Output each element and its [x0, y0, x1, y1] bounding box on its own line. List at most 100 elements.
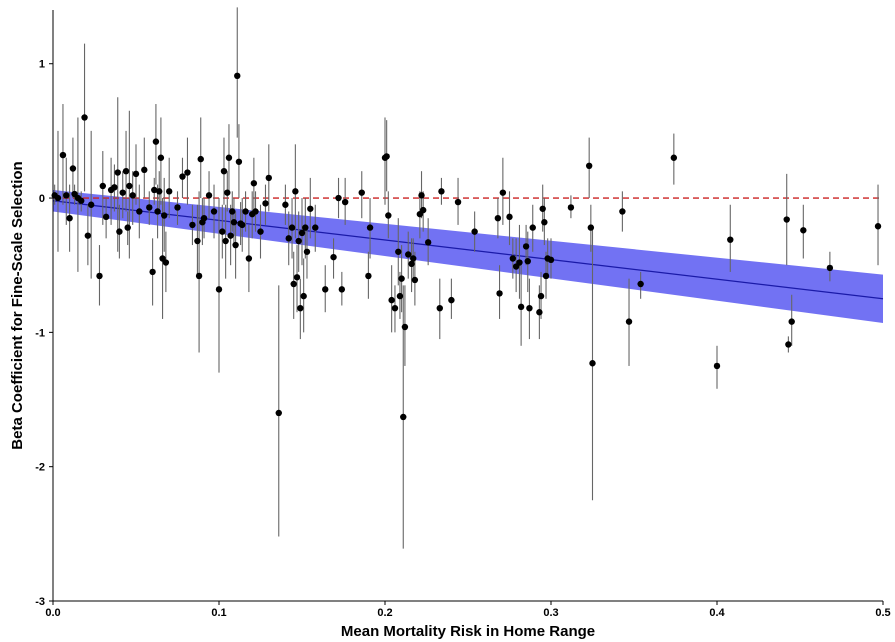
data-point — [358, 189, 365, 196]
data-point — [210, 208, 218, 215]
data-point — [194, 237, 201, 245]
data-point — [312, 224, 319, 231]
data-point — [292, 188, 299, 195]
data-point — [302, 224, 309, 231]
data-point — [541, 219, 548, 226]
data-point — [219, 228, 226, 235]
data-point — [234, 72, 241, 80]
data-point — [330, 253, 337, 261]
data-point — [293, 274, 301, 281]
data-point — [222, 237, 229, 245]
data-point — [114, 169, 121, 176]
data-point — [179, 173, 186, 180]
data-point — [69, 165, 77, 172]
data-point — [63, 192, 70, 199]
data-point — [383, 153, 390, 160]
data-point — [307, 205, 314, 212]
x-tick-label: 0.4 — [709, 607, 725, 619]
data-point — [522, 243, 530, 250]
regression-line-layer — [52, 200, 884, 300]
data-point — [252, 208, 259, 215]
data-point — [84, 232, 92, 239]
data-point — [411, 276, 419, 284]
data-point — [388, 296, 395, 304]
data-point — [496, 290, 503, 297]
data-point — [300, 292, 307, 300]
data-point — [265, 174, 272, 182]
data-point — [232, 241, 239, 249]
data-point — [229, 208, 236, 215]
data-point — [122, 167, 130, 175]
data-point — [200, 214, 208, 222]
data-point — [174, 204, 181, 211]
data-point — [132, 170, 140, 178]
data-point — [424, 239, 432, 246]
data-point — [398, 275, 405, 282]
data-point — [197, 155, 204, 163]
data-point — [162, 259, 170, 266]
data-point — [537, 292, 545, 300]
data-point — [99, 182, 107, 190]
data-point — [526, 304, 533, 312]
data-point — [509, 255, 517, 262]
data-point — [146, 204, 153, 211]
data-point — [54, 194, 62, 202]
data-point — [400, 413, 407, 421]
data-point — [141, 166, 148, 174]
x-tick-label: 0.0 — [45, 607, 60, 619]
data-point — [524, 257, 531, 265]
data-point — [713, 362, 721, 370]
data-point — [157, 154, 165, 161]
data-point — [396, 292, 404, 300]
data-point — [438, 188, 445, 195]
data-point — [547, 256, 555, 264]
y-axis-title: Beta Coefficient for Fine-Scale Selectio… — [9, 161, 26, 449]
data-point — [567, 204, 575, 211]
data-point — [410, 255, 417, 262]
data-point — [205, 192, 213, 199]
data-point — [250, 180, 258, 187]
data-point — [257, 228, 264, 235]
data-point — [119, 189, 126, 196]
data-point — [783, 216, 790, 223]
data-point — [536, 309, 543, 316]
data-point — [297, 304, 304, 312]
data-point — [499, 189, 507, 196]
data-point — [245, 255, 253, 262]
data-point — [224, 189, 231, 196]
regression-line — [52, 200, 884, 300]
y-tick-label: -1 — [35, 327, 45, 339]
data-point — [322, 286, 329, 293]
data-point — [587, 224, 595, 231]
y-tick-label: -3 — [35, 596, 45, 608]
data-point — [298, 229, 306, 237]
data-point — [408, 260, 415, 268]
data-point — [405, 251, 412, 258]
data-point — [727, 236, 734, 243]
data-point — [220, 167, 228, 175]
data-point — [516, 259, 523, 266]
data-point — [136, 208, 143, 215]
y-tick-label: 0 — [39, 193, 45, 205]
data-point — [111, 184, 118, 191]
data-point — [149, 268, 156, 276]
data-point — [290, 280, 297, 288]
data-point — [494, 214, 502, 222]
data-point — [529, 224, 536, 231]
data-point — [335, 194, 342, 202]
data-point — [285, 235, 292, 242]
data-point — [78, 197, 85, 204]
data-point — [59, 151, 67, 159]
data-point — [151, 186, 158, 194]
data-point — [670, 154, 678, 161]
data-point — [116, 228, 123, 235]
data-point — [800, 227, 807, 234]
data-point — [341, 198, 349, 206]
data-point — [227, 232, 234, 239]
data-point — [625, 318, 633, 325]
data-point — [542, 272, 550, 280]
data-point — [418, 192, 425, 199]
data-point — [785, 341, 792, 348]
data-point — [539, 205, 546, 212]
